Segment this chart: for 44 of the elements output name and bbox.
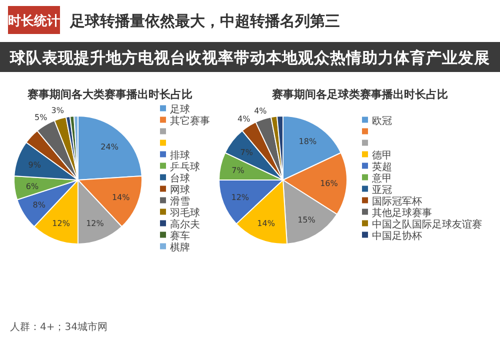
data-label: 18% xyxy=(298,137,317,146)
data-label: 9% xyxy=(28,160,42,170)
text: 足球转播量依然最大，中超转播名列第三 xyxy=(69,12,340,30)
legend-label: 意甲 xyxy=(371,172,392,184)
legend-label: 其它赛事 xyxy=(170,114,210,127)
text: 球队表现提升地方电视台收视率带动本地观众热情助力体育产业发展 xyxy=(9,48,490,67)
legend-label: 足球 xyxy=(170,103,190,116)
legend-label: 滑雪 xyxy=(170,195,190,208)
legend-label: 其他足球赛事 xyxy=(372,206,432,219)
legend-label: 国际冠军杯 xyxy=(372,195,422,208)
data-label: 4% xyxy=(254,106,268,116)
data-label: 12% xyxy=(231,192,250,202)
data-label: 6% xyxy=(26,182,40,191)
chart-title: 赛事期间各大类赛事播出时长占比 xyxy=(26,88,192,101)
data-label: 16% xyxy=(320,178,338,188)
data-label: 7% xyxy=(232,166,245,175)
data-label: 4% xyxy=(238,114,251,124)
data-label: 24% xyxy=(100,142,119,152)
legend-label: 乒乓球 xyxy=(170,160,200,173)
data-label: 8% xyxy=(32,200,46,210)
legend-label: 欧冠 xyxy=(372,116,392,127)
legend-label: 棋牌 xyxy=(170,241,190,254)
legend-label: 赛车 xyxy=(170,230,190,242)
text: 时长统计 xyxy=(8,13,60,29)
legend-label: 排球 xyxy=(170,149,190,162)
data-label: 14% xyxy=(257,218,276,228)
legend-label: 高尔夫 xyxy=(170,218,200,230)
legend-label: 中国足协杯 xyxy=(372,230,422,242)
text: 人群：4+；34城市网 xyxy=(10,321,108,333)
legend-label: 英超 xyxy=(372,160,392,173)
data-label: 12% xyxy=(86,218,104,228)
chart-title: 赛事期间各足球类赛事播出时长占比 xyxy=(271,88,448,101)
legend-label: 网球 xyxy=(170,184,190,196)
legend-label: 亚冠 xyxy=(372,184,392,196)
legend-label: 德甲 xyxy=(372,150,392,162)
legend-label: 中国之队国际足球友谊赛 xyxy=(372,218,482,230)
data-label: 14% xyxy=(112,192,130,202)
data-label: 3% xyxy=(51,106,64,115)
legend-label: 台球 xyxy=(170,172,190,184)
data-label: 7% xyxy=(240,148,254,157)
data-label: 15% xyxy=(298,216,316,225)
data-label: 5% xyxy=(34,113,48,122)
legend-label: 羽毛球 xyxy=(170,206,200,219)
data-label: 12% xyxy=(52,218,70,228)
